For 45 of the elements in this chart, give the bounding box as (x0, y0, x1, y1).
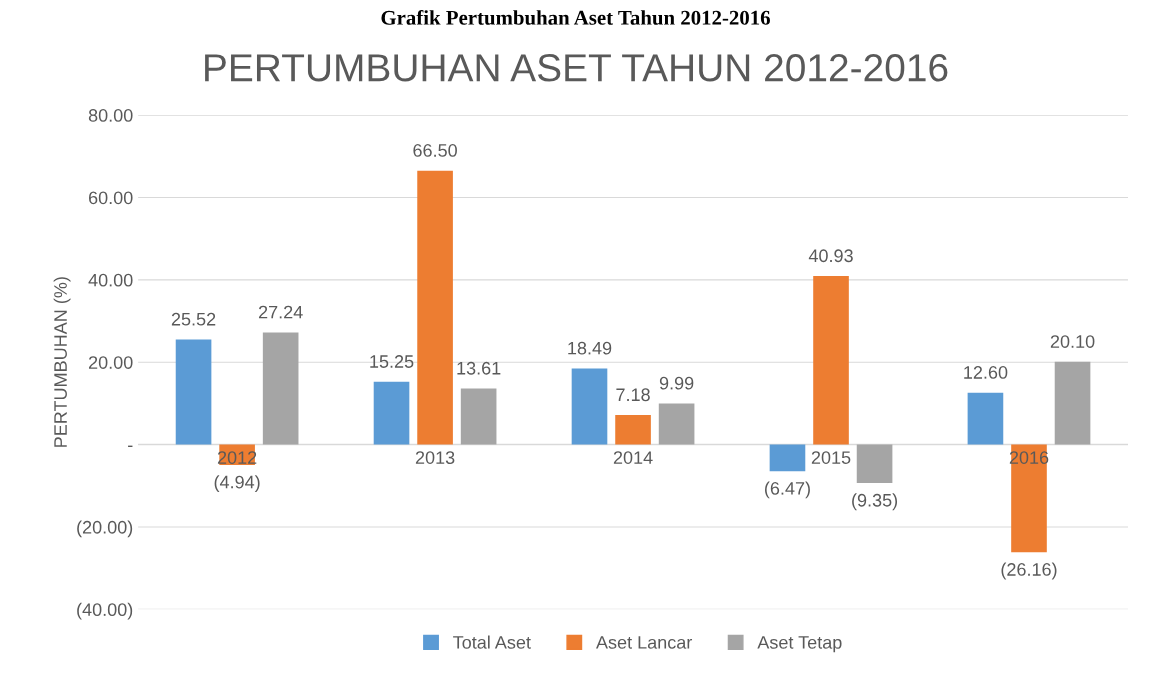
bar (769, 444, 806, 472)
y-tick-label: - (128, 445, 133, 448)
data-label: (4.94) (214, 475, 260, 493)
bar (1011, 444, 1047, 553)
y-tick-label: 80.00 (88, 109, 133, 122)
text: Grafik Pertumbuhan Aset Tahun 2012-2016 (381, 9, 770, 25)
data-label: 15.25 (370, 355, 414, 368)
bar (658, 403, 695, 445)
bar (813, 276, 849, 445)
y-axis-title: PERTUMBUHAN (%) (53, 277, 71, 447)
legend-label: Aset Tetap (757, 636, 842, 653)
data-label: 40.93 (808, 249, 853, 263)
bar (615, 414, 651, 445)
data-label: 27.24 (258, 305, 303, 319)
data-label: 13.61 (457, 361, 501, 375)
bar (460, 388, 497, 445)
data-label: 25.52 (171, 312, 216, 326)
bar (417, 170, 453, 445)
data-label: 9.99 (659, 376, 694, 390)
bar (571, 368, 608, 445)
legend-label: Aset Lancar (596, 636, 693, 649)
bar (262, 332, 299, 445)
data-label: 66.50 (413, 144, 457, 157)
bar (856, 444, 893, 484)
bar (175, 339, 212, 445)
bar (373, 381, 410, 445)
y-tick-label: (40.00) (77, 602, 133, 620)
x-tick-label: 2015 (811, 451, 851, 464)
y-tick-label: 20.00 (88, 356, 133, 369)
data-label: 18.49 (568, 341, 612, 355)
data-label: 20.10 (1050, 335, 1095, 348)
data-label: (9.35) (852, 493, 898, 511)
x-tick-label: 2013 (415, 451, 455, 464)
legend-label: Total Aset (453, 635, 531, 649)
y-tick-label: 40.00 (88, 273, 133, 287)
data-label: (6.47) (765, 481, 810, 499)
y-tick-label: (20.00) (77, 520, 133, 538)
x-tick-label: 2014 (613, 451, 653, 464)
bar (967, 392, 1004, 445)
data-label: 12.60 (964, 366, 1008, 379)
chart-title: PERTUMBUHAN ASET TAHUN 2012-2016 (205, 53, 948, 82)
data-label: (26.16) (1001, 562, 1057, 580)
data-label: 7.18 (616, 388, 650, 402)
bar (1054, 361, 1091, 445)
y-tick-label: 60.00 (89, 191, 133, 205)
